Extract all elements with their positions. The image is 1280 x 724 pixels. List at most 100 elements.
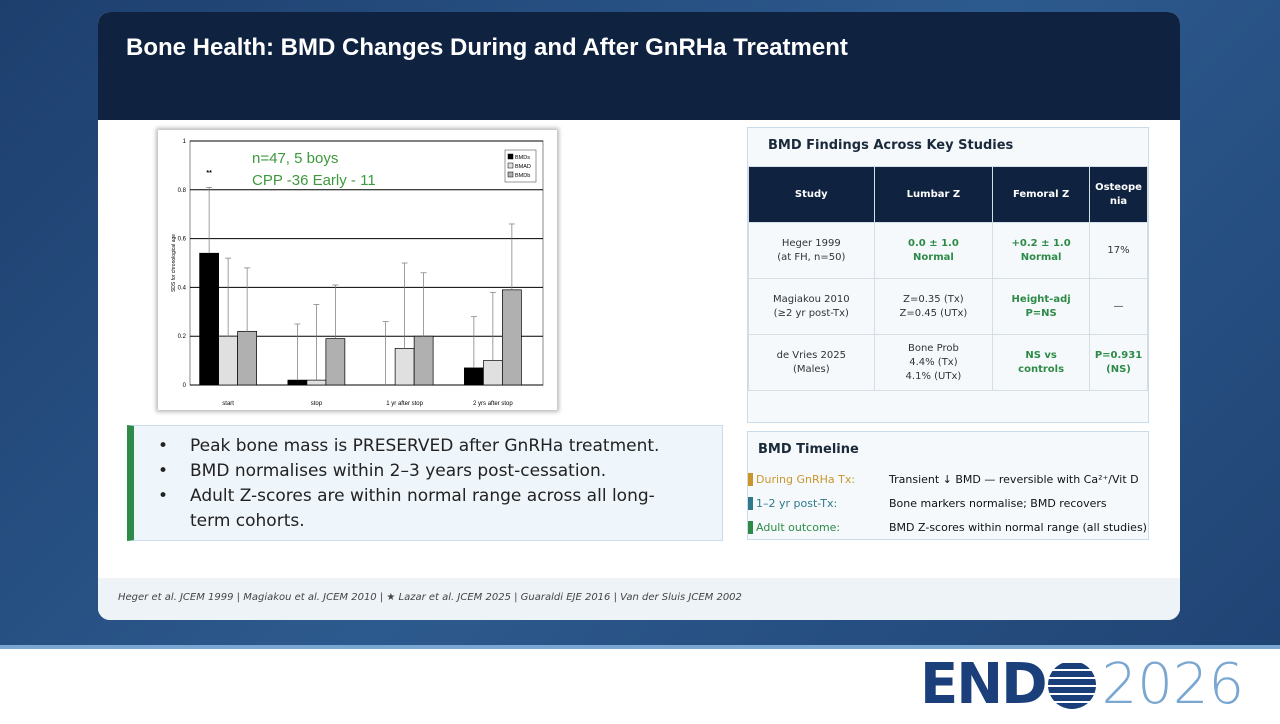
timeline-item: Adult outcome: BMD Z-scores within normal… <box>748 517 1147 537</box>
bar <box>325 338 346 386</box>
y-tick-label: 0.2 <box>178 334 187 340</box>
header-text: Lumbar Z <box>906 188 961 200</box>
legend-label: BMDb <box>515 173 530 179</box>
table-cell: P=0.931 (NS) <box>1088 334 1149 391</box>
table-cell: Height-adj P=NS <box>992 278 1090 335</box>
timeline-item: During GnRHa Tx: Transient ↓ BMD — revers… <box>748 469 1139 489</box>
cell-text: (≥2 yr post-Tx) <box>773 307 849 319</box>
header-text: Study <box>794 188 828 200</box>
cell-text: Height-adj <box>1011 293 1071 305</box>
cell-text: Heger 1999 <box>781 237 841 249</box>
logo: END 2026 <box>920 652 1244 717</box>
chart-image: 0 0.2 0.4 0.6 0.8 1 SDS for chronological age s… <box>158 130 557 410</box>
bar <box>218 335 238 386</box>
cell-text: (at FH, n=50) <box>777 251 846 263</box>
table-cell: Bone Prob 4.4% (Tx) 4.1% (UTx) <box>873 334 994 391</box>
cell-text: Bone Prob <box>907 342 959 354</box>
cell-text: Z=0.45 (UTx) <box>899 307 968 319</box>
table-cell: 17% <box>1088 222 1149 279</box>
cell-text: controls <box>1018 363 1065 375</box>
bullet: Adult Z-scores are within normal range a… <box>158 484 690 534</box>
chart: 0 0.2 0.4 0.6 0.8 1 SDS for chronological age s… <box>171 139 544 407</box>
legend-label: BMAD <box>515 164 531 170</box>
header-text: Femoral Z <box>1012 188 1070 200</box>
table-cell: Heger 1999 (at FH, n=50) <box>748 222 875 279</box>
y-tick-label: 0.8 <box>178 188 187 194</box>
table-header-cell: Femoral Z <box>992 166 1090 223</box>
annotation: ** <box>206 170 212 177</box>
timeline-card: BMD Timeline During GnRHa Tx: Transient ↓… <box>747 431 1149 540</box>
header-text: Osteopenia <box>1095 181 1142 207</box>
logo-year: 2026 <box>1101 652 1245 717</box>
timeline-title: BMD Timeline <box>758 442 859 457</box>
header: Bone Health: BMD Changes During and Afte… <box>98 12 1180 120</box>
cell-text: NS vs <box>1025 349 1057 361</box>
timeline-label: 1–2 yr post-Tx: <box>748 496 883 510</box>
cell-text: 0.0 ± 1.0 <box>908 237 959 249</box>
x-tick-label: start <box>222 401 234 407</box>
bar <box>394 348 415 386</box>
bullet: BMD normalises within 2–3 years post-ces… <box>158 459 690 484</box>
x-tick-label: 2 yrs after stop <box>473 401 513 407</box>
bullet: Peak bone mass is PRESERVED after GnRHa … <box>158 434 690 459</box>
bar <box>413 335 434 386</box>
bar <box>287 379 308 386</box>
x-tick-label: stop <box>311 401 323 407</box>
cell-text: — <box>1113 300 1124 312</box>
cell-text: 4.1% (UTx) <box>905 370 962 382</box>
timeline-text: BMD Z-scores within normal range (all st… <box>889 520 1147 534</box>
cell-text: P=NS <box>1025 307 1057 319</box>
cell-text: Z=0.35 (Tx) <box>903 293 964 305</box>
table-cell: Magiakou 2010 (≥2 yr post-Tx) <box>748 278 875 335</box>
cell-text: de Vries 2025 <box>776 349 846 361</box>
cell-text: Magiakou 2010 <box>773 293 850 305</box>
table-header-cell: Osteopenia <box>1088 166 1149 223</box>
cell-text: Normal <box>1020 251 1062 263</box>
bar <box>237 330 257 386</box>
timeline-label: During GnRHa Tx: <box>748 472 883 486</box>
legend-swatch <box>507 171 514 178</box>
annotation: n=47, 5 boys <box>252 150 338 167</box>
cell-text: P=0.931 <box>1094 349 1143 361</box>
x-tick-label: 1 yr after stop <box>386 401 423 407</box>
bar <box>464 367 484 386</box>
legend-swatch <box>507 153 514 160</box>
cell-text: (NS) <box>1106 363 1131 375</box>
table-cell: NS vs controls <box>992 334 1090 391</box>
y-tick-label: 0 <box>183 383 187 389</box>
y-tick-label: 0.6 <box>178 237 187 243</box>
table: Study Lumbar Z Femoral Z Osteopenia Heger 19… <box>748 166 1149 391</box>
timeline-item: 1–2 yr post-Tx: Bone markers normalise; B… <box>748 493 1107 513</box>
title: Bone Health: BMD Changes During and Afte… <box>126 34 848 61</box>
y-axis-label: SDS for chronological age <box>171 234 177 292</box>
card: Bone Health: BMD Changes During and Afte… <box>98 12 1180 620</box>
annotation: CPP -36 Early - 11 <box>252 172 376 189</box>
table-cell: +0.2 ± 1.0 Normal <box>992 222 1090 279</box>
table-title: BMD Findings Across Key Studies <box>768 138 1014 153</box>
legend-swatch <box>507 162 514 169</box>
timeline-label: Adult outcome: <box>748 520 883 534</box>
cell-text: (Males) <box>792 363 830 375</box>
table-card: BMD Findings Across Key Studies Study Lum… <box>747 127 1149 423</box>
table-cell: 0.0 ± 1.0 Normal <box>873 222 994 279</box>
table-header-cell: Lumbar Z <box>873 166 994 223</box>
cell-text: 17% <box>1107 244 1130 256</box>
cell-text: 4.4% (Tx) <box>909 356 958 368</box>
bullet-box: Peak bone mass is PRESERVED after GnRHa … <box>127 425 723 541</box>
table-cell: — <box>1088 278 1149 335</box>
table-cell: Z=0.35 (Tx) Z=0.45 (UTx) <box>873 278 994 335</box>
table-cell: de Vries 2025 (Males) <box>748 334 875 391</box>
bar <box>199 252 219 386</box>
logo-globe <box>1047 660 1096 709</box>
timeline-text: Bone markers normalise; BMD recovers <box>889 496 1107 510</box>
bar <box>306 379 327 386</box>
logo-text: END <box>920 652 1048 717</box>
table-row: Heger 1999 (at FH, n=50) 0.0 ± 1.0 Normal +0… <box>748 222 1149 279</box>
footer: Heger et al. JCEM 1999 | Magiakou et al.… <box>98 578 1180 620</box>
cell-text: Normal <box>913 251 954 263</box>
table-row: Magiakou 2010 (≥2 yr post-Tx) Z=0.35 (Tx) Z… <box>748 278 1149 335</box>
bar <box>502 289 522 386</box>
y-tick-label: 0.4 <box>178 285 187 291</box>
bar <box>483 360 503 386</box>
